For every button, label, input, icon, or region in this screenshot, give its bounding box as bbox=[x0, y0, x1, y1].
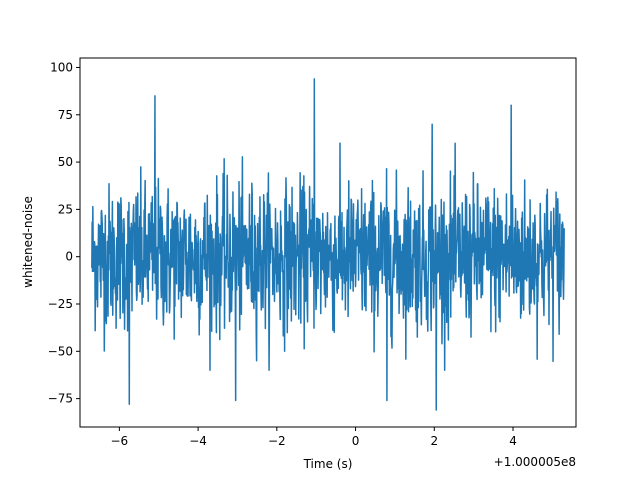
y-tick-label: −25 bbox=[48, 297, 73, 311]
x-axis: −6 −4 −2 0 2 4 bbox=[111, 427, 517, 448]
plot-area bbox=[91, 78, 565, 411]
noise-series-line bbox=[91, 78, 565, 411]
y-tick-label: −75 bbox=[48, 392, 73, 406]
y-tick-label: −50 bbox=[48, 344, 73, 358]
y-tick-label: 100 bbox=[50, 60, 73, 74]
y-axis-label: whitened-noise bbox=[21, 196, 35, 288]
axes-frame bbox=[79, 57, 577, 428]
x-tick-label: −2 bbox=[268, 434, 286, 448]
x-tick-label: 4 bbox=[509, 434, 517, 448]
y-tick-label: 0 bbox=[65, 250, 73, 264]
y-tick-label: 25 bbox=[58, 202, 73, 216]
x-tick-label: −4 bbox=[189, 434, 207, 448]
x-axis-label: Time (s) bbox=[303, 457, 353, 471]
x-offset-label: +1.000005e8 bbox=[494, 455, 576, 469]
y-tick-label: 75 bbox=[58, 108, 73, 122]
x-tick-label: 2 bbox=[430, 434, 438, 448]
y-tick-label: 50 bbox=[58, 155, 73, 169]
y-axis: −75 −50 −25 0 25 50 75 100 bbox=[48, 60, 80, 406]
x-tick-label: 0 bbox=[352, 434, 360, 448]
x-tick-label: −6 bbox=[111, 434, 129, 448]
